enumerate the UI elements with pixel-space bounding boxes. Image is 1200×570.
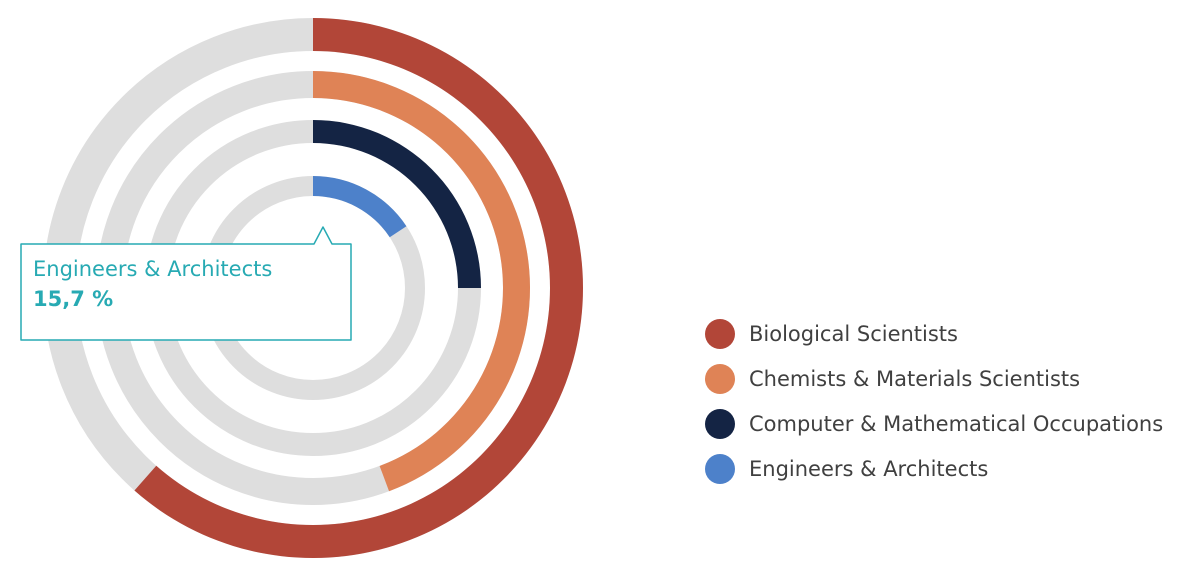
chart-legend: Biological Scientists Chemists & Materia… bbox=[705, 311, 1163, 491]
bar-computer-mathematical-occupations[interactable] bbox=[313, 120, 481, 288]
legend-item-chemists-materials-scientists[interactable]: Chemists & Materials Scientists bbox=[705, 356, 1163, 401]
legend-label: Chemists & Materials Scientists bbox=[749, 366, 1081, 391]
tooltip-box bbox=[20, 226, 352, 341]
chart-bars bbox=[134, 18, 583, 558]
legend-swatch bbox=[705, 363, 735, 394]
bar-chemists-materials-scientists[interactable] bbox=[313, 71, 530, 492]
tooltip: Engineers & Architects 15,7 % bbox=[18, 226, 354, 343]
bar-biological-scientists[interactable] bbox=[134, 18, 583, 558]
legend-label: Engineers & Architects bbox=[749, 456, 989, 481]
legend-item-engineers-architects[interactable]: Engineers & Architects bbox=[705, 446, 1163, 491]
legend-label: Computer & Mathematical Occupations bbox=[749, 411, 1164, 436]
tooltip-series-name: Engineers & Architects bbox=[33, 257, 273, 281]
bar-engineers-architects[interactable] bbox=[313, 176, 407, 238]
legend-swatch bbox=[705, 408, 735, 439]
legend-item-computer-mathematical-occupations[interactable]: Computer & Mathematical Occupations bbox=[705, 401, 1163, 446]
legend-swatch bbox=[705, 318, 735, 349]
legend-swatch bbox=[705, 453, 735, 484]
tooltip-value: 15,7 % bbox=[33, 287, 114, 311]
legend-item-biological-scientists[interactable]: Biological Scientists bbox=[705, 311, 1163, 356]
legend-label: Biological Scientists bbox=[749, 321, 958, 346]
